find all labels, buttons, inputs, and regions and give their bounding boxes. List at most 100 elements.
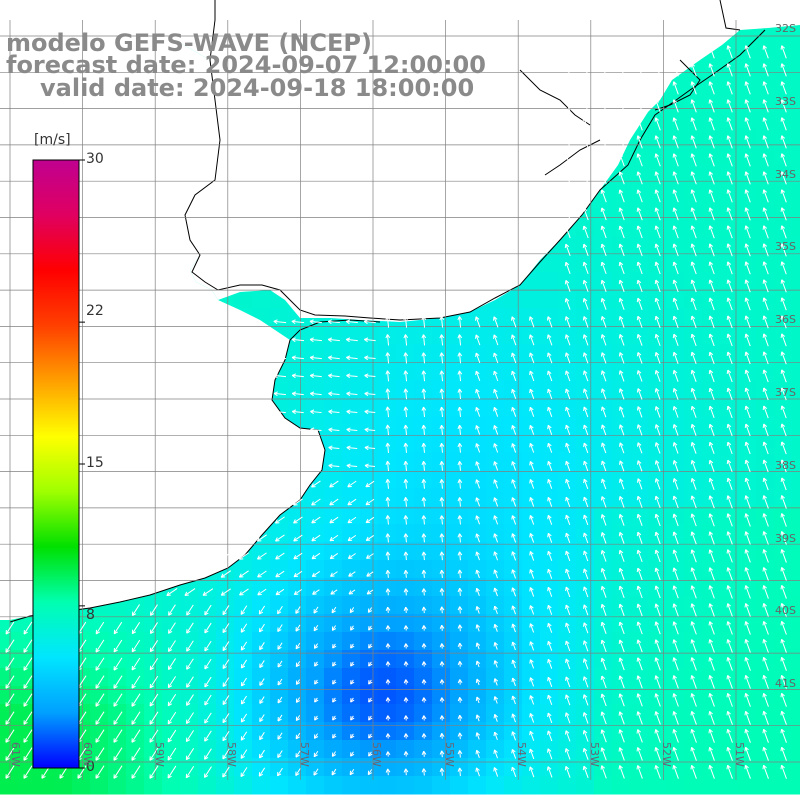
field-cell <box>468 344 487 363</box>
field-cell <box>576 776 595 795</box>
field-cell <box>432 506 451 525</box>
field-cell <box>306 776 325 795</box>
field-cell <box>540 596 559 615</box>
latitude-label: 41S <box>775 677 796 690</box>
field-cell <box>414 506 433 525</box>
field-cell <box>414 542 433 561</box>
field-cell <box>90 776 109 795</box>
field-cell <box>414 776 433 795</box>
field-cell <box>450 506 469 525</box>
field-cell <box>180 776 199 795</box>
longitude-label: 57W <box>298 742 311 767</box>
field-cell <box>396 740 415 759</box>
field-cell <box>792 200 800 219</box>
field-cell <box>450 470 469 489</box>
field-cell <box>576 506 595 525</box>
field-cell <box>468 452 487 471</box>
field-cell <box>540 272 559 291</box>
field-cell <box>396 632 415 651</box>
field-cell <box>288 380 307 399</box>
field-cell <box>324 416 343 435</box>
field-cell <box>630 776 649 795</box>
latitude-label: 40S <box>775 604 796 617</box>
field-cell <box>450 722 469 741</box>
field-cell <box>234 560 253 579</box>
field-cell <box>792 128 800 147</box>
title-valid-date: valid date: 2024-09-18 18:00:00 <box>40 74 475 102</box>
field-cell <box>72 776 91 795</box>
field-cell <box>792 290 800 309</box>
field-cell <box>324 344 343 363</box>
field-cell <box>468 506 487 525</box>
field-cell <box>486 506 505 525</box>
field-cell <box>414 740 433 759</box>
field-cell <box>342 776 361 795</box>
field-cell <box>522 470 541 489</box>
field-cell <box>324 362 343 381</box>
field-cell <box>306 488 325 507</box>
field-cell <box>414 488 433 507</box>
field-cell <box>486 398 505 417</box>
field-cell <box>324 326 343 345</box>
field-cell <box>306 326 325 345</box>
field-cell <box>540 470 559 489</box>
field-cell <box>324 776 343 795</box>
field-cell <box>738 776 757 795</box>
field-cell <box>378 506 397 525</box>
field-cell <box>504 596 523 615</box>
longitude-label: 59W <box>153 742 166 767</box>
field-cell <box>360 488 379 507</box>
field-cell <box>414 722 433 741</box>
field-cell <box>576 452 595 471</box>
field-cell <box>396 758 415 777</box>
field-cell <box>774 776 793 795</box>
field-cell <box>18 776 37 795</box>
field-cell <box>522 506 541 525</box>
field-cell <box>792 434 800 453</box>
field-cell <box>486 668 505 687</box>
longitude-label: 60W <box>81 742 94 767</box>
field-cell <box>324 524 343 543</box>
field-cell <box>288 776 307 795</box>
field-cell <box>378 686 397 705</box>
field-cell <box>486 560 505 579</box>
field-cell <box>522 722 541 741</box>
field-cell <box>486 686 505 705</box>
field-cell <box>792 470 800 489</box>
field-cell <box>468 380 487 399</box>
field-cell <box>522 560 541 579</box>
field-cell <box>792 38 800 57</box>
field-cell <box>396 596 415 615</box>
field-cell <box>504 632 523 651</box>
field-cell <box>216 776 235 795</box>
field-cell <box>468 686 487 705</box>
field-cell <box>792 20 800 39</box>
field-cell <box>360 506 379 525</box>
field-cell <box>792 632 800 651</box>
field-cell <box>756 776 775 795</box>
field-cell <box>378 668 397 687</box>
field-cell <box>504 416 523 435</box>
field-cell <box>450 524 469 543</box>
field-cell <box>288 560 307 579</box>
field-cell <box>414 560 433 579</box>
field-cell <box>522 776 541 795</box>
field-cell <box>540 416 559 435</box>
field-cell <box>288 542 307 561</box>
field-cell <box>792 236 800 255</box>
field-cell <box>414 596 433 615</box>
field-cell <box>360 326 379 345</box>
field-cell <box>288 344 307 363</box>
field-cell <box>198 776 217 795</box>
field-cell <box>432 632 451 651</box>
field-cell <box>252 290 271 309</box>
field-cell <box>108 776 127 795</box>
field-cell <box>522 632 541 651</box>
field-cell <box>468 668 487 687</box>
latitude-label: 37S <box>775 386 796 399</box>
field-cell <box>522 596 541 615</box>
colorbar-unit-label: [m/s] <box>34 132 71 148</box>
colorbar-gradient <box>32 159 80 769</box>
field-cell <box>162 776 181 795</box>
